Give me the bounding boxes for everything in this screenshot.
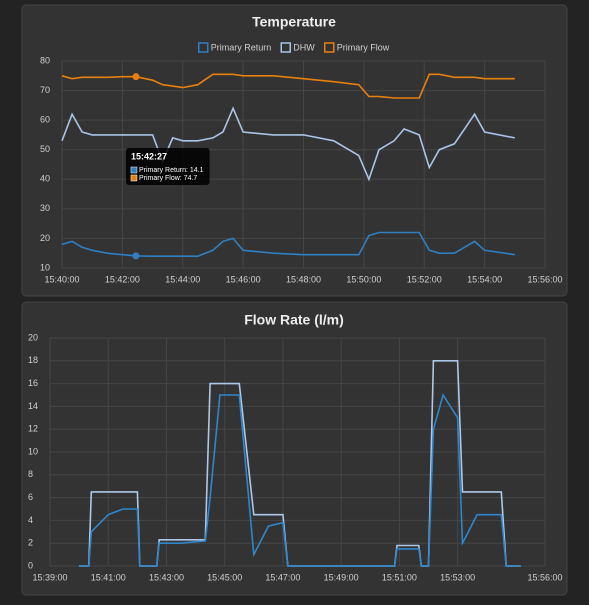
y-tick-label: 40 xyxy=(40,174,50,184)
y-tick-label: 0 xyxy=(28,560,33,570)
tooltip-swatch xyxy=(130,174,138,182)
x-tick-label: 15:52:00 xyxy=(407,274,442,284)
tooltip-point xyxy=(132,73,140,81)
x-tick-label: 15:40:00 xyxy=(44,274,79,284)
y-tick-label: 6 xyxy=(28,492,33,502)
y-tick-label: 10 xyxy=(28,446,38,456)
panel xyxy=(21,301,568,596)
legend-label: Primary Return xyxy=(211,42,272,52)
x-tick-label: 15:56:00 xyxy=(527,572,562,582)
y-tick-label: 80 xyxy=(40,55,50,65)
tooltip-title: 15:42:27 xyxy=(131,151,167,161)
y-tick-label: 30 xyxy=(40,203,50,213)
tooltip-box xyxy=(125,148,210,185)
x-tick-label: 15:47:00 xyxy=(265,572,300,582)
legend: Primary Return DHW Primary Flow xyxy=(197,42,390,53)
series-line xyxy=(79,360,521,567)
y-tick-label: 60 xyxy=(40,115,50,125)
x-tick-label: 15:43:00 xyxy=(149,572,184,582)
chart-title: Flow Rate (l/m) xyxy=(244,312,344,328)
series-line xyxy=(79,393,521,567)
y-tick-label: 12 xyxy=(28,424,38,434)
legend-swatch xyxy=(280,42,291,53)
y-tick-label: 8 xyxy=(28,469,33,479)
legend-swatch xyxy=(324,42,335,53)
tooltip-item: Primary Return: 14.1 xyxy=(139,167,204,174)
tooltip-point xyxy=(132,252,140,260)
series-line xyxy=(61,231,515,257)
y-tick-label: 10 xyxy=(40,262,50,272)
y-tick-label: 50 xyxy=(40,144,50,154)
x-tick-label: 15:48:00 xyxy=(286,274,321,284)
x-tick-label: 15:50:00 xyxy=(346,274,381,284)
panel xyxy=(21,4,568,297)
y-tick-label: 70 xyxy=(40,85,50,95)
x-tick-label: 15:45:00 xyxy=(207,572,242,582)
y-tick-label: 4 xyxy=(28,515,33,525)
x-tick-label: 15:46:00 xyxy=(226,274,261,284)
x-tick-label: 15:53:00 xyxy=(440,572,475,582)
tooltip-item: Primary Flow: 74.7 xyxy=(139,175,197,182)
series-line xyxy=(61,73,515,99)
series-line xyxy=(61,106,515,182)
x-tick-label: 15:49:00 xyxy=(324,572,359,582)
legend-swatch xyxy=(197,42,209,53)
x-tick-label: 15:39:00 xyxy=(32,572,67,582)
y-tick-label: 14 xyxy=(28,401,38,411)
legend-label: Primary Flow xyxy=(337,42,390,52)
x-tick-label: 15:54:00 xyxy=(467,274,502,284)
tooltip-swatch xyxy=(130,166,138,174)
y-tick-label: 20 xyxy=(40,233,50,243)
x-tick-label: 15:44:00 xyxy=(165,274,200,284)
x-tick-label: 15:42:00 xyxy=(105,274,140,284)
chart-title: Temperature xyxy=(252,14,336,30)
y-tick-label: 2 xyxy=(28,538,33,548)
legend-label: DHW xyxy=(293,42,315,52)
y-tick-label: 16 xyxy=(28,378,38,388)
x-tick-label: 15:56:00 xyxy=(527,274,562,284)
y-tick-label: 20 xyxy=(28,332,38,342)
x-tick-label: 15:41:00 xyxy=(91,572,126,582)
x-tick-label: 15:51:00 xyxy=(382,572,417,582)
y-tick-label: 18 xyxy=(28,355,38,365)
